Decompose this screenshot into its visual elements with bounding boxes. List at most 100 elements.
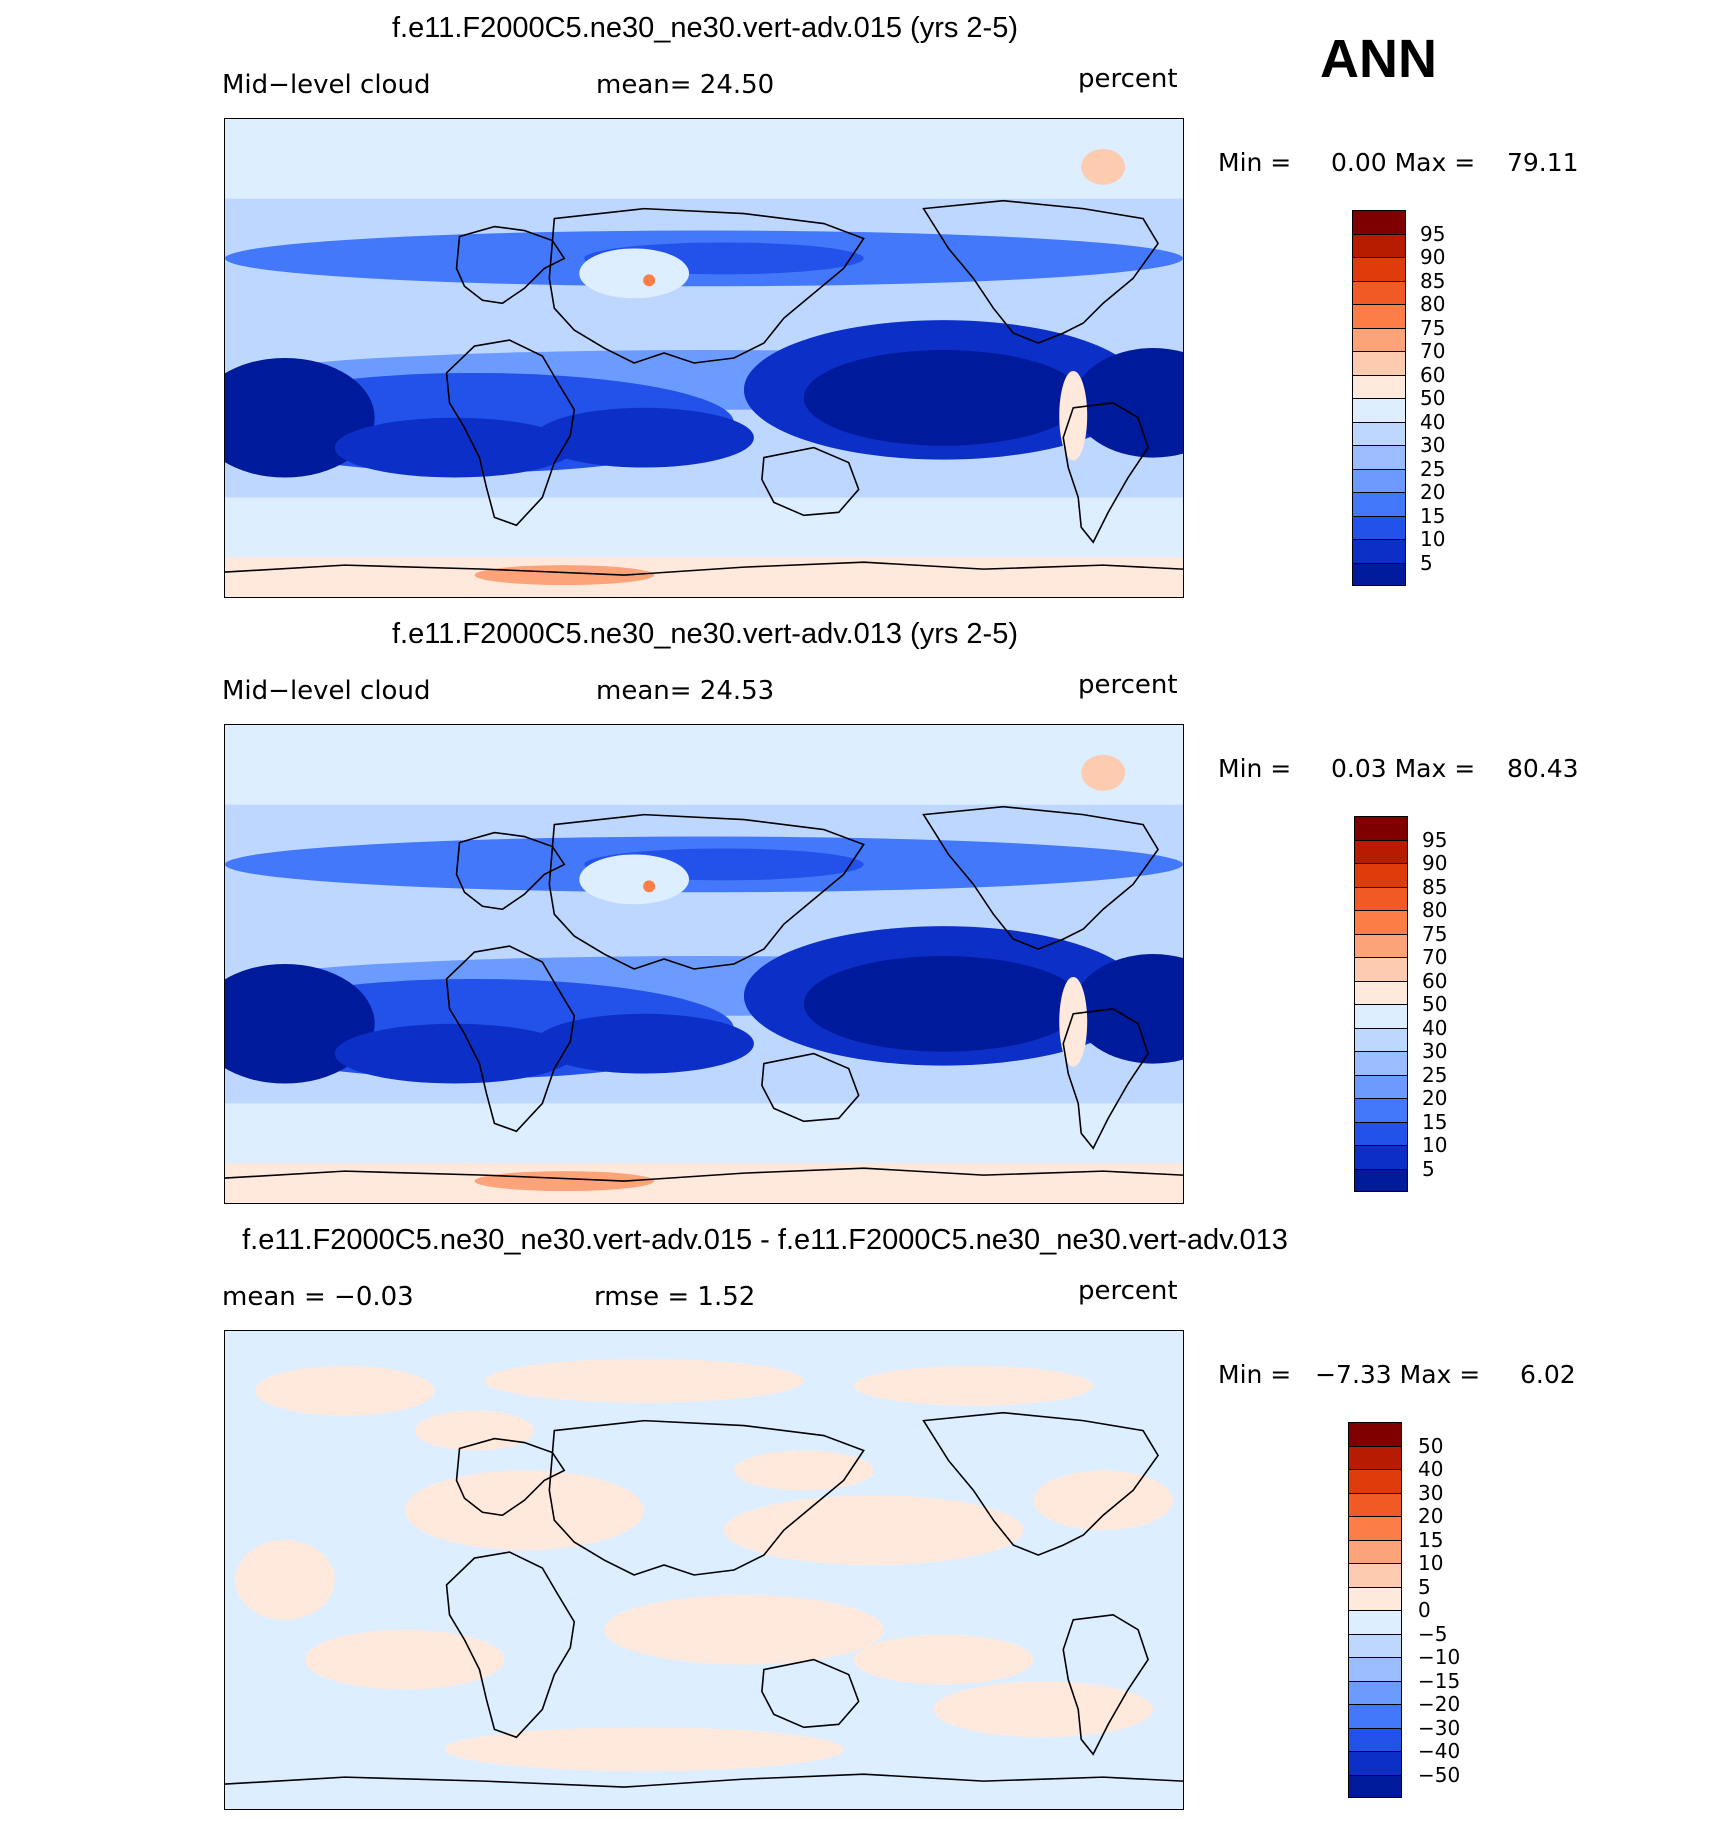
variable-label: Mid−level cloud [222,676,431,706]
colorbar-tick-label: 15 [1422,1109,1448,1134]
colorbar-tick-label: −10 [1418,1645,1461,1669]
colorbar-tick-label: 80 [1420,292,1446,316]
colorbar-swatch [1352,398,1406,422]
colorbar-swatch [1348,1774,1402,1798]
colorbar-swatch [1354,1121,1408,1145]
colorbar-swatch [1354,1004,1408,1028]
colorbar-tick-label: 50 [1418,1433,1444,1458]
colorbar-swatch [1348,1422,1402,1446]
colorbar-swatch [1354,910,1408,934]
panel-difference: f.e11.F2000C5.ne30_ne30.vert-adv.015 - f… [0,1212,1710,1812]
colorbar [1354,816,1408,1192]
colorbar-tick-label: 15 [1420,503,1446,528]
colorbar-tick-label: 95 [1420,221,1446,246]
colorbar [1352,210,1406,586]
colorbar-tick-label: 85 [1420,268,1446,293]
units-label: percent [1078,64,1178,94]
colorbar-tick-label: 15 [1418,1527,1444,1552]
colorbar-tick-label: 30 [1420,433,1446,457]
colorbar-tick-label: 60 [1422,968,1448,993]
colorbar-swatch [1352,257,1406,281]
colorbar-tick-label: 5 [1422,1156,1435,1181]
panel-model-013: f.e11.F2000C5.ne30_ne30.vert-adv.013 (yr… [0,606,1710,1206]
colorbar-swatch [1352,421,1406,445]
colorbar-swatch [1352,492,1406,516]
colorbar-tick-label: 20 [1420,480,1446,504]
colorbar-tick-label: 30 [1418,1480,1444,1505]
colorbar-swatch [1348,1610,1402,1634]
colorbar-swatch [1352,280,1406,304]
colorbar-swatch [1352,515,1406,539]
colorbar-tick-label: 10 [1418,1551,1444,1575]
colorbar-swatch [1348,1704,1402,1728]
colorbar-swatch [1354,933,1408,957]
panel-title: f.e11.F2000C5.ne30_ne30.vert-adv.013 (yr… [391,618,1019,650]
colorbar [1348,1422,1402,1798]
colorbar-tick-label: 90 [1420,245,1446,269]
colorbar-tick-label: 60 [1420,362,1446,387]
colorbar-swatch [1352,327,1406,351]
colorbar-swatch [1348,1445,1402,1469]
colorbar-swatch [1354,980,1408,1004]
colorbar-tick-label: 0 [1418,1598,1431,1622]
colorbar-tick-label: 95 [1422,827,1448,852]
colorbar-swatch [1348,1727,1402,1751]
panel-title: f.e11.F2000C5.ne30_ne30.vert-adv.015 - f… [242,1224,1288,1256]
colorbar-tick-label: −40 [1418,1739,1461,1763]
variable-label: Mid−level cloud [222,70,431,100]
colorbar-tick-label: 20 [1422,1086,1448,1110]
colorbar-swatch [1354,886,1408,910]
colorbar-tick-label: 40 [1422,1015,1448,1040]
colorbar-swatch [1354,1074,1408,1098]
colorbar-tick-label: 20 [1418,1504,1444,1528]
rmse-label: rmse = 1.52 [594,1282,756,1312]
colorbar-swatch [1354,839,1408,863]
colorbar-tick-label: −50 [1418,1762,1461,1787]
colorbar-tick-label: 25 [1422,1062,1448,1087]
min-max-label: Min = 0.00 Max = 79.11 [1218,148,1579,177]
colorbar-tick-label: −30 [1418,1715,1461,1740]
colorbar-swatch [1352,468,1406,492]
colorbar-swatch [1348,1633,1402,1657]
colorbar-tick-label: 30 [1422,1039,1448,1063]
contour-map [224,118,1184,598]
colorbar-tick-label: 85 [1422,874,1448,899]
colorbar-swatch [1354,816,1408,840]
contour-map [224,724,1184,1204]
colorbar-tick-label: 10 [1422,1133,1448,1157]
colorbar-tick-label: 50 [1422,992,1448,1016]
colorbar-swatch [1352,304,1406,328]
colorbar-tick-label: 25 [1420,456,1446,481]
colorbar-swatch [1352,374,1406,398]
colorbar-swatch [1348,1492,1402,1516]
colorbar-swatch [1348,1680,1402,1704]
colorbar-tick-label: 75 [1420,315,1446,340]
colorbar-tick-label: 70 [1420,339,1446,363]
colorbar-swatch [1352,562,1406,586]
colorbar-swatch [1348,1586,1402,1610]
min-max-label: Min = 0.03 Max = 80.43 [1218,754,1579,783]
colorbar-swatch [1354,1168,1408,1192]
colorbar-tick-label: 10 [1420,527,1446,551]
colorbar-swatch [1348,1539,1402,1563]
colorbar-swatch [1354,957,1408,981]
colorbar-swatch [1354,1051,1408,1075]
colorbar-tick-label: 40 [1420,409,1446,434]
colorbar-swatch [1348,1657,1402,1681]
panel-model-015: f.e11.F2000C5.ne30_ne30.vert-adv.015 (yr… [0,0,1710,600]
colorbar-swatch [1354,1098,1408,1122]
colorbar-swatch [1354,1027,1408,1051]
colorbar-tick-label: −15 [1418,1668,1461,1693]
colorbar-swatch [1348,1751,1402,1775]
colorbar-swatch [1348,1516,1402,1540]
colorbar-tick-label: 90 [1422,851,1448,875]
colorbar-tick-label: 50 [1420,386,1446,410]
contour-map [224,1330,1184,1810]
units-label: percent [1078,1276,1178,1306]
colorbar-tick-label: 70 [1422,945,1448,969]
mean-label: mean= 24.53 [596,676,775,706]
colorbar-swatch [1352,539,1406,563]
mean-label: mean = −0.03 [222,1282,414,1312]
mean-label: mean= 24.50 [596,70,775,100]
colorbar-tick-label: −5 [1418,1621,1448,1646]
